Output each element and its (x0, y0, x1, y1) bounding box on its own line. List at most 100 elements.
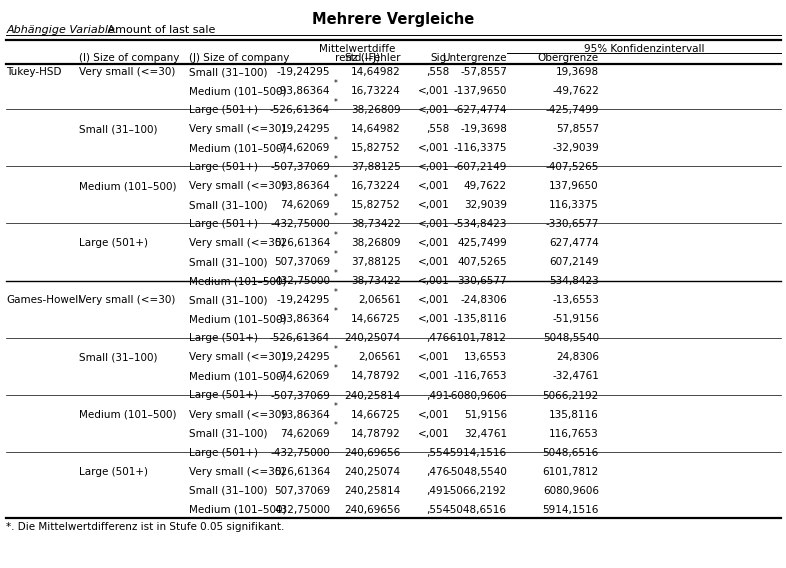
Text: *: * (333, 136, 337, 145)
Text: 14,78792: 14,78792 (351, 371, 401, 382)
Text: <,001: <,001 (418, 371, 450, 382)
Text: Very small (<=30): Very small (<=30) (189, 467, 285, 477)
Text: 330,6577: 330,6577 (457, 277, 507, 286)
Text: Medium (101–500): Medium (101–500) (189, 143, 286, 153)
Text: Large (501+): Large (501+) (79, 239, 148, 248)
Text: 6080,9606: 6080,9606 (543, 486, 599, 496)
Text: 240,25814: 240,25814 (344, 391, 401, 400)
Text: -526,61364: -526,61364 (270, 105, 330, 115)
Text: 137,9650: 137,9650 (549, 181, 599, 191)
Text: 37,88125: 37,88125 (351, 162, 401, 172)
Text: (J) Size of company: (J) Size of company (189, 53, 289, 64)
Text: ,476: ,476 (426, 467, 450, 477)
Text: 425,7499: 425,7499 (457, 239, 507, 248)
Text: 38,73422: 38,73422 (351, 277, 401, 286)
Text: -432,75000: -432,75000 (270, 448, 330, 458)
Text: -425,7499: -425,7499 (545, 105, 599, 115)
Text: -6101,7812: -6101,7812 (447, 333, 507, 344)
Text: Small (31–100): Small (31–100) (79, 352, 157, 362)
Text: -5914,1516: -5914,1516 (447, 448, 507, 458)
Text: <,001: <,001 (418, 105, 450, 115)
Text: -57,8557: -57,8557 (460, 67, 507, 77)
Text: -507,37069: -507,37069 (270, 162, 330, 172)
Text: 93,86364: 93,86364 (281, 410, 330, 420)
Text: -116,7653: -116,7653 (454, 371, 507, 382)
Text: renz (I–J): renz (I–J) (335, 53, 380, 64)
Text: 6101,7812: 6101,7812 (542, 467, 599, 477)
Text: -5048,6516: -5048,6516 (447, 505, 507, 515)
Text: ,554: ,554 (426, 505, 450, 515)
Text: -19,3698: -19,3698 (460, 124, 507, 134)
Text: 2,06561: 2,06561 (358, 352, 401, 362)
Text: <,001: <,001 (418, 410, 450, 420)
Text: 507,37069: 507,37069 (274, 257, 330, 268)
Text: Small (31–100): Small (31–100) (189, 295, 267, 306)
Text: Small (31–100): Small (31–100) (189, 201, 267, 210)
Text: *. Die Mittelwertdifferenz ist in Stufe 0.05 signifikant.: *. Die Mittelwertdifferenz ist in Stufe … (6, 522, 285, 532)
Text: 95% Konfidenzintervall: 95% Konfidenzintervall (584, 44, 704, 55)
Text: 19,3698: 19,3698 (556, 67, 599, 77)
Text: -19,24295: -19,24295 (277, 295, 330, 306)
Text: Very small (<=30): Very small (<=30) (189, 239, 285, 248)
Text: 74,62069: 74,62069 (281, 201, 330, 210)
Text: -330,6577: -330,6577 (545, 219, 599, 229)
Text: Small (31–100): Small (31–100) (189, 486, 267, 496)
Text: 2,06561: 2,06561 (358, 295, 401, 306)
Text: -74,62069: -74,62069 (277, 143, 330, 153)
Text: <,001: <,001 (418, 162, 450, 172)
Text: *: * (333, 269, 337, 278)
Text: <,001: <,001 (418, 429, 450, 438)
Text: -24,8306: -24,8306 (461, 295, 507, 306)
Text: 32,4761: 32,4761 (464, 429, 507, 438)
Text: Medium (101–500): Medium (101–500) (79, 181, 176, 191)
Text: <,001: <,001 (418, 295, 450, 306)
Text: <,001: <,001 (418, 277, 450, 286)
Text: -93,86364: -93,86364 (277, 315, 330, 324)
Text: 240,69656: 240,69656 (344, 505, 401, 515)
Text: Mehrere Vergleiche: Mehrere Vergleiche (312, 12, 474, 27)
Text: 38,26809: 38,26809 (351, 239, 401, 248)
Text: ,491: ,491 (426, 391, 450, 400)
Text: Tukey-HSD: Tukey-HSD (6, 67, 62, 77)
Text: Games-Howell: Games-Howell (6, 295, 82, 306)
Text: Medium (101–500): Medium (101–500) (79, 410, 176, 420)
Text: 240,25814: 240,25814 (344, 486, 401, 496)
Text: <,001: <,001 (418, 315, 450, 324)
Text: Large (501+): Large (501+) (189, 391, 258, 400)
Text: Medium (101–500): Medium (101–500) (189, 86, 286, 96)
Text: 19,24295: 19,24295 (281, 352, 330, 362)
Text: -6080,9606: -6080,9606 (447, 391, 507, 400)
Text: 14,64982: 14,64982 (351, 124, 401, 134)
Text: -534,8423: -534,8423 (454, 219, 507, 229)
Text: 14,64982: 14,64982 (351, 67, 401, 77)
Text: 15,82752: 15,82752 (351, 201, 401, 210)
Text: ,558: ,558 (426, 124, 450, 134)
Text: -93,86364: -93,86364 (277, 86, 330, 96)
Text: 38,73422: 38,73422 (351, 219, 401, 229)
Text: *: * (333, 345, 337, 354)
Text: 240,25074: 240,25074 (345, 333, 401, 344)
Text: Very small (<=30): Very small (<=30) (189, 352, 285, 362)
Text: -526,61364: -526,61364 (270, 333, 330, 344)
Text: 5914,1516: 5914,1516 (542, 505, 599, 515)
Text: *: * (333, 402, 337, 411)
Text: Small (31–100): Small (31–100) (189, 257, 267, 268)
Text: 14,78792: 14,78792 (351, 429, 401, 438)
Text: *: * (333, 155, 337, 164)
Text: Medium (101–500): Medium (101–500) (189, 277, 286, 286)
Text: *: * (333, 231, 337, 240)
Text: <,001: <,001 (418, 239, 450, 248)
Text: -32,4761: -32,4761 (552, 371, 599, 382)
Text: <,001: <,001 (418, 201, 450, 210)
Text: -507,37069: -507,37069 (270, 391, 330, 400)
Text: Obergrenze: Obergrenze (538, 53, 599, 64)
Text: 13,6553: 13,6553 (464, 352, 507, 362)
Text: Large (501+): Large (501+) (189, 105, 258, 115)
Text: Very small (<=30): Very small (<=30) (79, 295, 175, 306)
Text: -74,62069: -74,62069 (277, 371, 330, 382)
Text: Very small (<=30): Very small (<=30) (189, 181, 285, 191)
Text: Medium (101–500): Medium (101–500) (189, 371, 286, 382)
Text: 507,37069: 507,37069 (274, 486, 330, 496)
Text: 116,7653: 116,7653 (549, 429, 599, 438)
Text: 526,61364: 526,61364 (274, 239, 330, 248)
